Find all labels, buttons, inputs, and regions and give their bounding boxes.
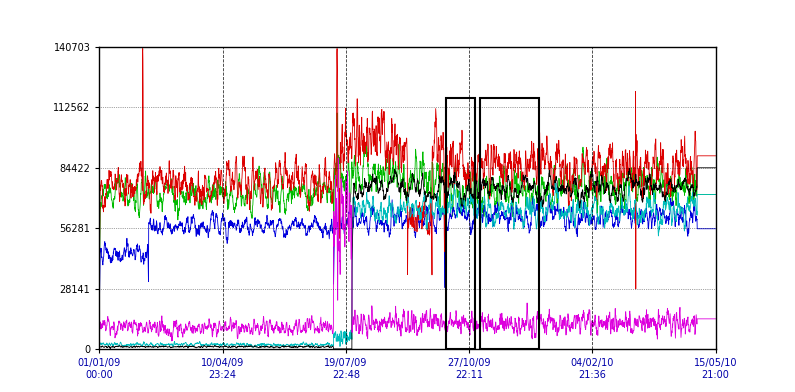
Bar xyxy=(446,98,475,349)
Bar xyxy=(480,98,539,349)
